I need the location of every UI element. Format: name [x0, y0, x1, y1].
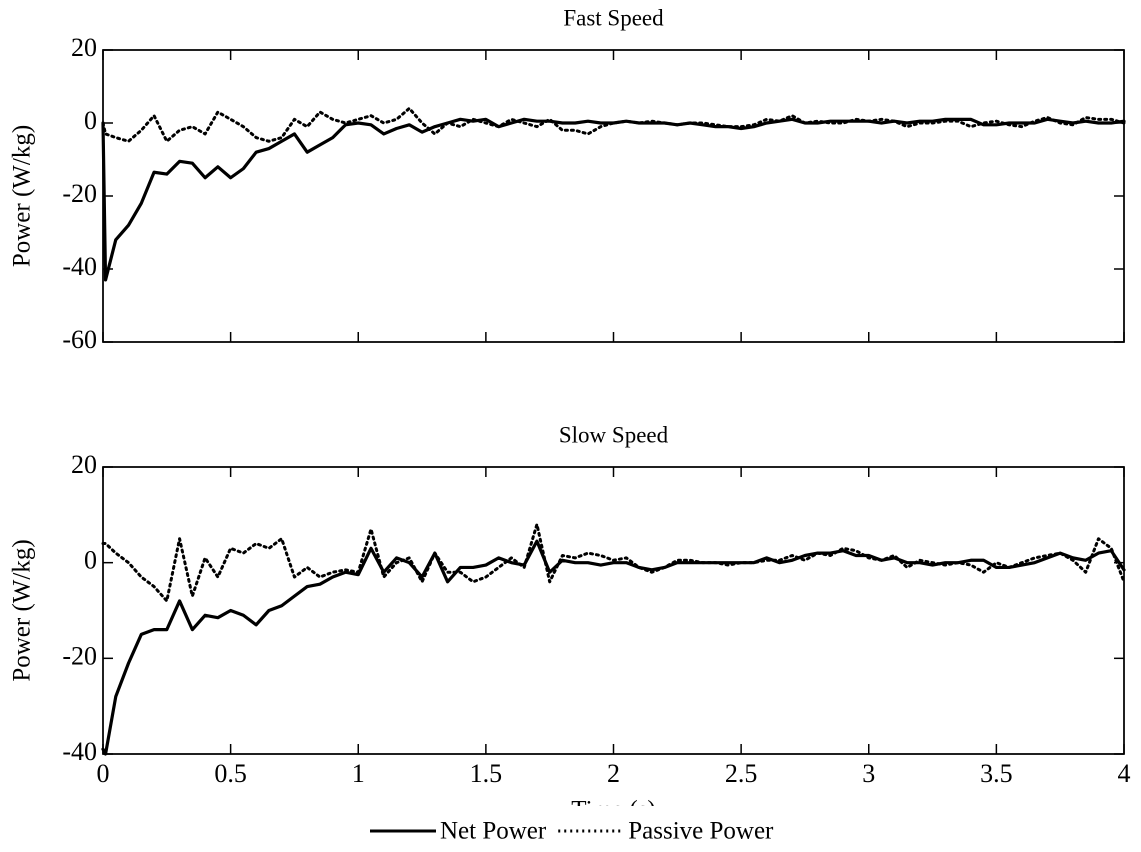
x-tick-label: 3 [862, 759, 875, 788]
x-tick-label: 3.5 [980, 759, 1013, 788]
x-tick-label: 1 [352, 759, 365, 788]
legend-label: Passive Power [628, 818, 774, 845]
plot-frame [102, 49, 1125, 343]
x-tick-label: 0 [97, 759, 110, 788]
legend-background [340, 806, 800, 852]
legend: Net Power Passive Power [340, 806, 800, 852]
plot-area [102, 49, 1125, 343]
x-tick-label: 2 [607, 759, 620, 788]
chart-title: Fast Speed [563, 5, 664, 30]
plot-area [102, 466, 1125, 755]
y-axis-label: Power (W/kg) [9, 125, 36, 267]
x-tick-label: 1.5 [470, 759, 503, 788]
y-tick-label: -60 [62, 325, 97, 354]
x-tick-label: 2.5 [725, 759, 758, 788]
series-line [101, 117, 1126, 282]
y-tick-label: -20 [62, 179, 97, 208]
y-tick-label: 20 [71, 450, 97, 479]
x-tick-label: 0.5 [214, 759, 247, 788]
plot-frame [102, 466, 1125, 755]
y-tick-label: 0 [84, 546, 97, 575]
y-axis-label: Power (W/kg) [9, 539, 36, 681]
y-tick-label: 0 [84, 106, 97, 135]
y-tick-label: -40 [62, 737, 97, 766]
series-line [101, 522, 1126, 603]
y-tick-label: -20 [62, 641, 97, 670]
y-tick-label: -40 [62, 252, 97, 281]
series-line [101, 106, 1126, 143]
legend-label: Net Power [440, 818, 547, 845]
y-tick-label: 20 [71, 33, 97, 62]
chart-title: Slow Speed [559, 422, 669, 447]
x-tick-label: 4 [1118, 759, 1131, 788]
